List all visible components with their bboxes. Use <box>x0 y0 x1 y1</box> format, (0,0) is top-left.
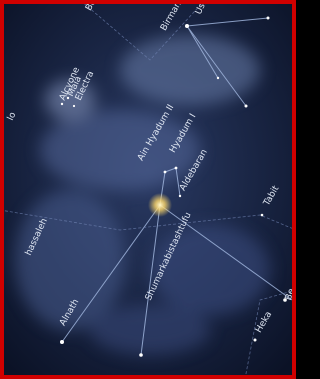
aldebaran-glow <box>148 193 172 217</box>
